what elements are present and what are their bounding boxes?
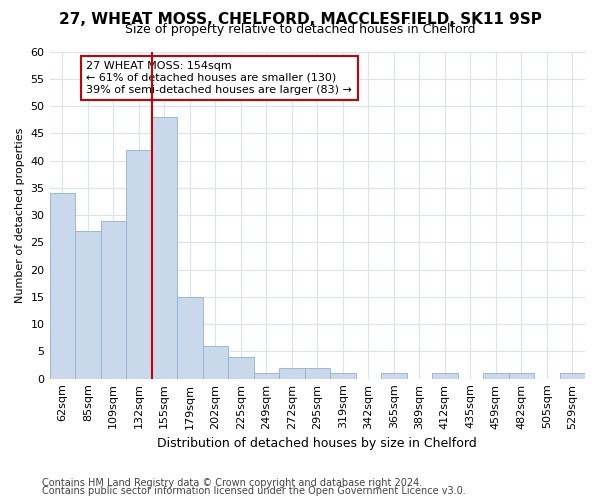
Text: 27 WHEAT MOSS: 154sqm
← 61% of detached houses are smaller (130)
39% of semi-det: 27 WHEAT MOSS: 154sqm ← 61% of detached …: [86, 62, 352, 94]
Bar: [75, 232, 101, 378]
X-axis label: Distribution of detached houses by size in Chelford: Distribution of detached houses by size …: [157, 437, 477, 450]
Bar: [432, 373, 458, 378]
Bar: [330, 373, 356, 378]
Bar: [560, 373, 585, 378]
Text: Size of property relative to detached houses in Chelford: Size of property relative to detached ho…: [125, 24, 475, 36]
Bar: [509, 373, 534, 378]
Bar: [177, 297, 203, 378]
Bar: [50, 194, 75, 378]
Bar: [279, 368, 305, 378]
Text: 27, WHEAT MOSS, CHELFORD, MACCLESFIELD, SK11 9SP: 27, WHEAT MOSS, CHELFORD, MACCLESFIELD, …: [59, 12, 541, 28]
Bar: [254, 373, 279, 378]
Bar: [228, 357, 254, 378]
Bar: [101, 220, 126, 378]
Text: Contains HM Land Registry data © Crown copyright and database right 2024.: Contains HM Land Registry data © Crown c…: [42, 478, 422, 488]
Bar: [305, 368, 330, 378]
Bar: [126, 150, 152, 378]
Y-axis label: Number of detached properties: Number of detached properties: [15, 128, 25, 303]
Text: Contains public sector information licensed under the Open Government Licence v3: Contains public sector information licen…: [42, 486, 466, 496]
Bar: [152, 117, 177, 378]
Bar: [483, 373, 509, 378]
Bar: [381, 373, 407, 378]
Bar: [203, 346, 228, 378]
